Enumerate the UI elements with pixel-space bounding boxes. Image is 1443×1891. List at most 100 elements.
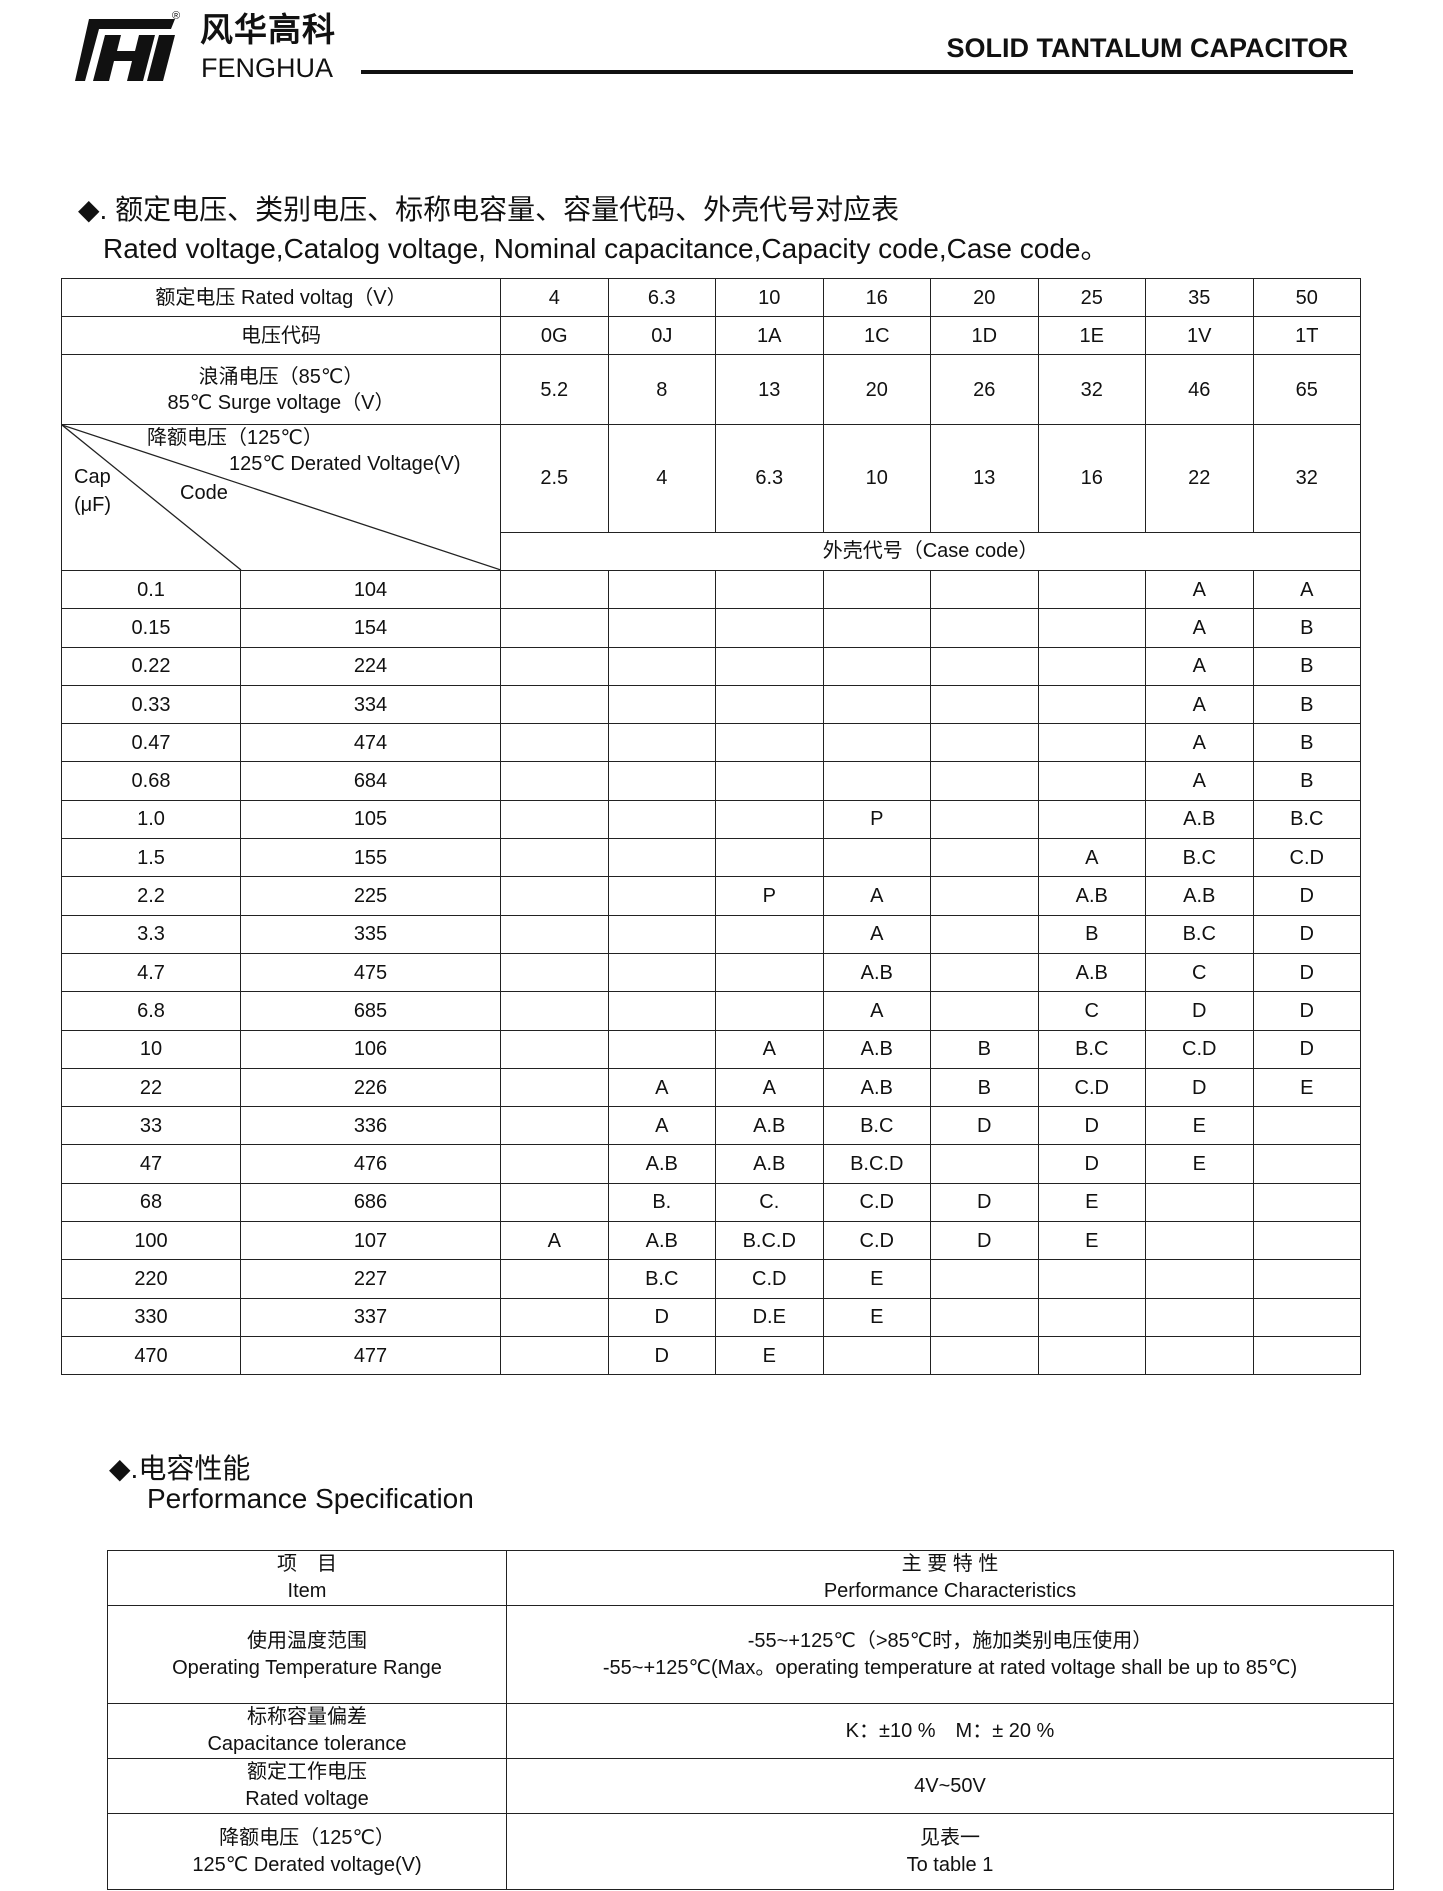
section2-heading-en: Performance Specification (147, 1483, 474, 1514)
case-code-cell (1252, 1106, 1362, 1146)
cap-code-cell: 226 (239, 1067, 502, 1108)
item-cn: 标称容量偏差 (247, 1706, 367, 1728)
case-code-table: 额定电压 Rated voltag（V） 4 6.3 10 16 20 25 35 50 电压代码… (60, 278, 1362, 1376)
value-cell: 26 (930, 354, 1039, 425)
case-code-cell: B (930, 1067, 1039, 1108)
item-header: 项 目 Item (107, 1550, 507, 1606)
derated-label-cn: 降额电压（125℃） (147, 427, 323, 449)
capacitance-cell: 220 (61, 1259, 241, 1299)
voltage-code-row-label: 电压代码 (60, 316, 502, 355)
case-code-cell: B.C (1252, 799, 1362, 840)
case-code-cell: B.C (1145, 914, 1254, 954)
capacitance-cell: 0.47 (61, 723, 241, 763)
case-code-cell (715, 569, 824, 610)
case-code-cell (1252, 1259, 1362, 1299)
case-code-cell (500, 1029, 609, 1069)
case-code-cell (715, 608, 824, 648)
case-code-cell (500, 1182, 609, 1223)
case-code-cell: A (1037, 838, 1147, 878)
case-code-cell: D (1145, 991, 1254, 1031)
value-cell: 32 (1252, 424, 1362, 533)
value-cell: 35 (1145, 278, 1254, 317)
value-line: To table 1 (906, 1853, 994, 1876)
value-cell: 1E (1037, 316, 1147, 355)
value-line: -55~+125℃(Max。operating temperature at r… (602, 1656, 1298, 1679)
case-code-cell: E (1145, 1144, 1254, 1184)
surge-voltage-row: 浪涌电压（85℃） 85℃ Surge voltage（V） 5.2 8 13 20 26 3… (60, 354, 1362, 425)
case-code-cell (930, 684, 1039, 725)
case-code-cell: B.C.D (822, 1144, 932, 1184)
cap-code-cell: 104 (239, 569, 502, 610)
case-code-cell (822, 646, 932, 686)
item-en: 125℃ Derated voltage(V) (192, 1853, 422, 1876)
case-code-cell (715, 952, 824, 993)
cap-code-cell: 474 (239, 723, 502, 763)
case-code-cell: A (715, 1029, 824, 1069)
registered-mark: ® (172, 10, 181, 22)
label-text: 85℃ Surge voltage（V） (167, 391, 395, 414)
rated-voltage-row-label: 额定电压 Rated voltag（V） (60, 278, 502, 317)
case-code-cell (1037, 608, 1147, 648)
case-code-cell (1037, 1297, 1147, 1337)
capacitance-row: 3.3 335 A B B.C D (61, 914, 1362, 954)
item-cell: 使用温度范围 Operating Temperature Range (107, 1605, 507, 1704)
capacitance-cell: 100 (61, 1221, 241, 1261)
diagonal-header-cell: 降额电压（125℃） 125℃ Derated Voltage(V) Cap (μF)… (60, 424, 502, 571)
case-code-cell (930, 723, 1039, 763)
value-cell: 20 (822, 354, 932, 425)
capacitance-cell: 2.2 (61, 876, 241, 916)
case-code-cell (930, 876, 1039, 916)
case-code-cell: A (822, 914, 932, 954)
case-code-cell (930, 569, 1039, 610)
cap-code-cell: 155 (239, 838, 502, 878)
cap-code-cell: 685 (239, 991, 502, 1031)
capacitance-cell: 0.1 (61, 569, 241, 610)
case-code-cell: A.B (822, 1067, 932, 1108)
capacitance-row: 470 477 D E (61, 1335, 1362, 1376)
case-code-cell (715, 991, 824, 1031)
case-code-cell (500, 608, 609, 648)
capacitance-cell: 68 (61, 1182, 241, 1223)
capacitance-cell: 22 (61, 1067, 241, 1108)
capacitance-cell: 0.15 (61, 608, 241, 648)
case-code-cell: A (607, 1106, 717, 1146)
capacitance-cell: 470 (61, 1335, 241, 1376)
case-code-cell: A.B (1145, 876, 1254, 916)
item-cell: 标称容量偏差 Capacitance tolerance (107, 1703, 507, 1759)
value-cell: 25 (1037, 278, 1147, 317)
fenghua-logo-icon (75, 19, 175, 81)
case-code-cell (500, 914, 609, 954)
label-text: 额定电压 Rated voltag（V） (155, 286, 407, 309)
item-header-cn: 项 目 (277, 1553, 337, 1575)
case-code-cell (930, 1335, 1039, 1376)
case-code-cell (930, 1297, 1039, 1337)
cap-code-cell: 106 (239, 1029, 502, 1069)
value-cell: 10 (715, 278, 824, 317)
capacitance-row: 100 107 A A.B B.C.D C.D D E (61, 1221, 1362, 1261)
case-code-cell (930, 761, 1039, 801)
value-cell: 见表一 To table 1 (506, 1813, 1394, 1890)
value-cell: 50 (1252, 278, 1362, 317)
value-cell: 1A (715, 316, 824, 355)
case-code-cell (607, 761, 717, 801)
case-code-cell (500, 1106, 609, 1146)
case-code-cell: A.B (1037, 952, 1147, 993)
case-code-cell (1145, 1259, 1254, 1299)
case-code-cell: C.D (1145, 1029, 1254, 1069)
case-code-cell: E (1252, 1067, 1362, 1108)
cap-code-cell: 477 (239, 1335, 502, 1376)
case-code-cell (500, 1335, 609, 1376)
performance-row: 降额电压（125℃） 125℃ Derated voltage(V) 见表一 To … (107, 1813, 1394, 1890)
case-code-cell (1037, 1259, 1147, 1299)
case-code-cell (1037, 569, 1147, 610)
brand-name-cn: 风华高科 (200, 11, 336, 48)
capacitance-row: 0.47 474 A B (61, 723, 1362, 763)
case-code-cell: A.B (1145, 799, 1254, 840)
case-code-cell (607, 646, 717, 686)
case-code-cell (500, 838, 609, 878)
section2-heading-cn: ◆.电容性能 (109, 1453, 251, 1484)
value-line: -55~+125℃（>85℃时，施加类别电压使用） (747, 1629, 1153, 1652)
case-code-cell (930, 1144, 1039, 1184)
capacitance-cell: 47 (61, 1144, 241, 1184)
